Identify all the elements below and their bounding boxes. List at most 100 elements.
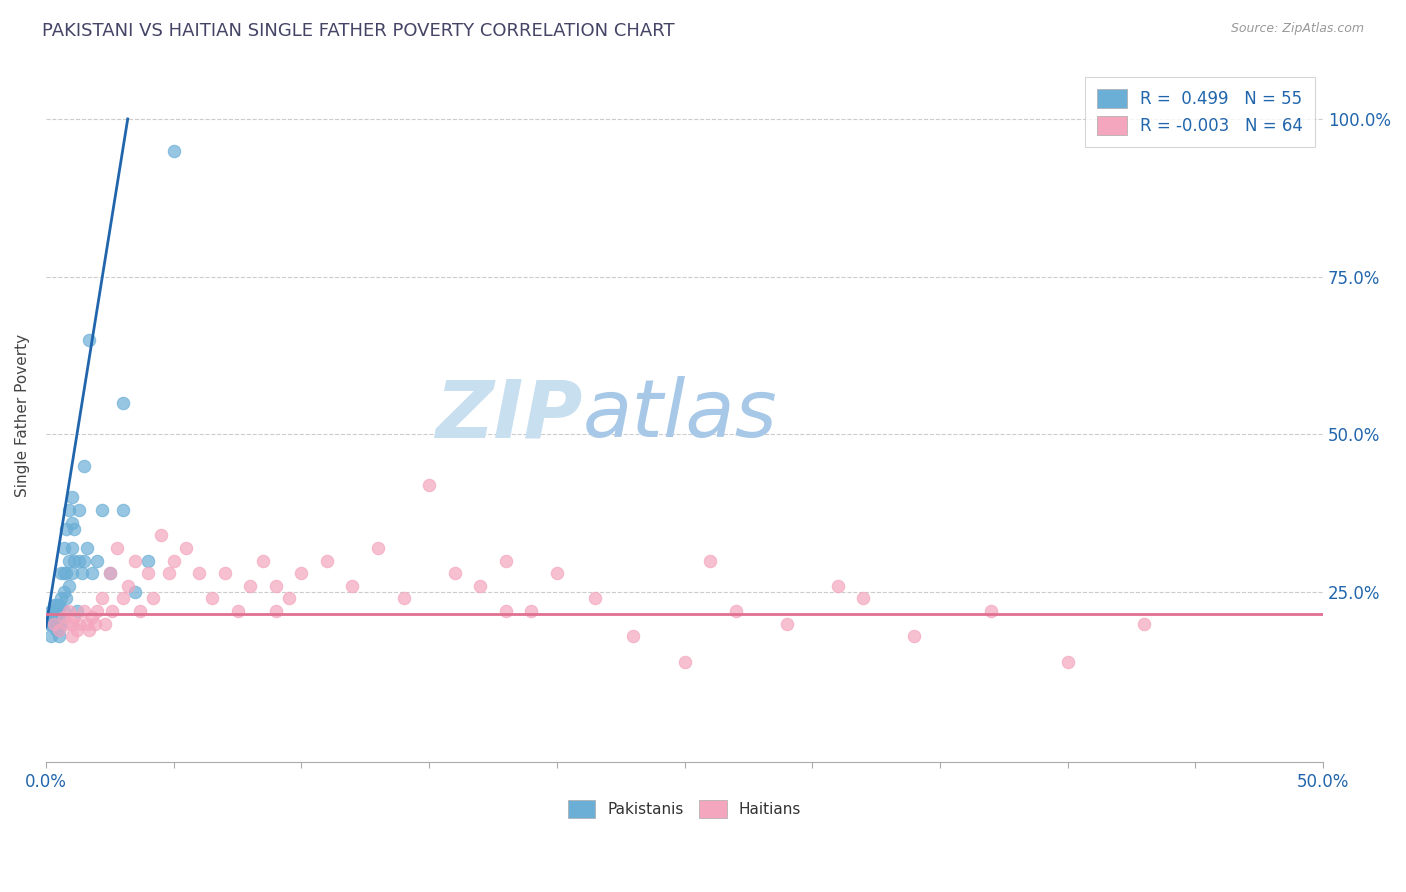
Point — [107, 541, 129, 555]
Point — [79, 333, 101, 347]
Point — [623, 629, 645, 643]
Point — [60, 516, 83, 530]
Point — [48, 623, 70, 637]
Point — [38, 616, 60, 631]
Point — [39, 629, 62, 643]
Point — [42, 610, 65, 624]
Point — [80, 566, 103, 581]
Point — [45, 610, 67, 624]
Point — [136, 553, 159, 567]
Point — [60, 566, 83, 581]
Point — [86, 604, 108, 618]
Point — [51, 566, 73, 581]
Text: ZIP: ZIP — [434, 376, 582, 455]
Point — [55, 616, 77, 631]
Point — [60, 541, 83, 555]
Point — [252, 553, 274, 567]
Point — [980, 604, 1002, 618]
Point — [1133, 616, 1156, 631]
Point — [111, 396, 134, 410]
Point — [443, 566, 465, 581]
Point — [45, 598, 67, 612]
Point — [495, 553, 517, 567]
Point — [52, 610, 75, 624]
Point — [201, 591, 224, 606]
Point — [470, 579, 492, 593]
Point — [157, 566, 180, 581]
Point — [55, 566, 77, 581]
Point — [48, 616, 70, 631]
Point — [80, 610, 103, 624]
Point — [93, 616, 115, 631]
Point — [316, 553, 339, 567]
Point — [52, 541, 75, 555]
Point — [546, 566, 568, 581]
Point — [163, 144, 186, 158]
Text: Source: ZipAtlas.com: Source: ZipAtlas.com — [1230, 22, 1364, 36]
Point — [111, 591, 134, 606]
Point — [852, 591, 875, 606]
Point — [67, 616, 90, 631]
Point — [277, 591, 299, 606]
Point — [60, 616, 83, 631]
Point — [52, 585, 75, 599]
Point — [392, 591, 415, 606]
Legend: Pakistanis, Haitians: Pakistanis, Haitians — [562, 794, 807, 824]
Point — [91, 503, 114, 517]
Point — [239, 579, 262, 593]
Point — [264, 579, 287, 593]
Point — [124, 585, 146, 599]
Point — [264, 604, 287, 618]
Point — [67, 553, 90, 567]
Point — [101, 604, 124, 618]
Point — [73, 458, 96, 473]
Point — [79, 623, 101, 637]
Point — [776, 616, 799, 631]
Point — [48, 623, 70, 637]
Point — [124, 553, 146, 567]
Point — [98, 566, 121, 581]
Point — [76, 616, 98, 631]
Point — [39, 604, 62, 618]
Point — [495, 604, 517, 618]
Point — [903, 629, 925, 643]
Point — [52, 566, 75, 581]
Point — [724, 604, 747, 618]
Point — [55, 591, 77, 606]
Point — [226, 604, 249, 618]
Point — [58, 553, 80, 567]
Point — [63, 522, 86, 536]
Point — [48, 610, 70, 624]
Point — [48, 629, 70, 643]
Point — [58, 579, 80, 593]
Point — [83, 616, 105, 631]
Text: PAKISTANI VS HAITIAN SINGLE FATHER POVERTY CORRELATION CHART: PAKISTANI VS HAITIAN SINGLE FATHER POVER… — [42, 22, 675, 40]
Point — [63, 553, 86, 567]
Point — [176, 541, 198, 555]
Point — [45, 623, 67, 637]
Point — [827, 579, 849, 593]
Point — [290, 566, 312, 581]
Point — [48, 598, 70, 612]
Point — [39, 616, 62, 631]
Point — [149, 528, 172, 542]
Point — [98, 566, 121, 581]
Point — [58, 503, 80, 517]
Point — [42, 616, 65, 631]
Point — [367, 541, 389, 555]
Point — [129, 604, 152, 618]
Point — [67, 503, 90, 517]
Point — [60, 491, 83, 505]
Point — [136, 566, 159, 581]
Text: atlas: atlas — [582, 376, 778, 455]
Point — [48, 604, 70, 618]
Point — [63, 610, 86, 624]
Point — [70, 566, 93, 581]
Point — [42, 616, 65, 631]
Point — [65, 623, 87, 637]
Point — [583, 591, 606, 606]
Point — [76, 541, 98, 555]
Point — [51, 616, 73, 631]
Point — [342, 579, 364, 593]
Point — [45, 616, 67, 631]
